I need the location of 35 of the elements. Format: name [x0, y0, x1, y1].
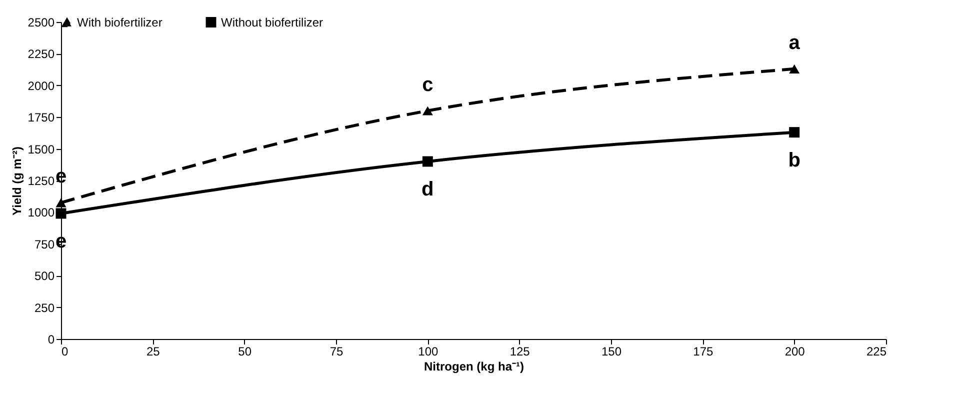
annotation: a: [788, 32, 801, 54]
y-tick-label: 1250: [28, 174, 55, 188]
x-axis-title: Nitrogen (kg ha⁻¹): [424, 360, 524, 374]
x-tick-label: 25: [146, 344, 160, 358]
annotation: c: [422, 74, 434, 96]
y-tick-label: 2250: [28, 47, 55, 62]
y-tick-label: 0: [48, 332, 55, 346]
x-tick-label: 175: [693, 344, 714, 358]
point: [422, 106, 433, 116]
legend-label: With biofertilizer: [77, 16, 162, 30]
y-tick-label: 2000: [28, 78, 55, 93]
x-tick-label: 125: [510, 344, 530, 358]
y-tick-label: 1750: [28, 110, 55, 125]
y-tick-label: 1500: [28, 142, 55, 156]
point: [56, 208, 66, 219]
y-axis-title: Yield (g m⁻²): [10, 146, 24, 216]
point: [789, 64, 800, 74]
x-tick-label: 150: [601, 344, 622, 358]
y-tick-label: 250: [34, 300, 55, 315]
y-tick-label: 2500: [28, 16, 55, 30]
x-tick-label: 50: [238, 344, 252, 358]
point: [422, 156, 433, 167]
x-tick-label: 200: [784, 344, 806, 358]
y-tick-label: 750: [34, 237, 55, 252]
x-tick-label: 75: [330, 344, 344, 358]
y-tick-label: 500: [34, 269, 55, 284]
legend-label: Without biofertilizer: [221, 15, 324, 30]
y-tick-label: 1000: [28, 206, 55, 220]
point: [789, 127, 800, 138]
annotation: b: [788, 149, 800, 172]
point: [56, 198, 66, 208]
x-tick-label: 0: [62, 344, 68, 358]
x-tick-label: 225: [866, 344, 887, 358]
annotation: d: [422, 178, 434, 200]
x-tick-label: 100: [418, 344, 438, 358]
